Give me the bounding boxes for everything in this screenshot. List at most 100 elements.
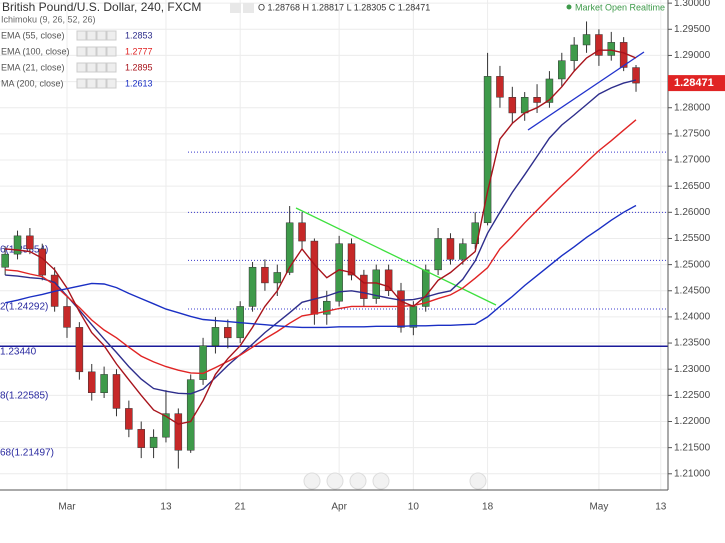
legend-icon: [106, 46, 117, 57]
legend-icon: [86, 30, 97, 41]
legend-value: 1.2895: [125, 62, 153, 72]
legend-label: MA (200, close): [1, 78, 64, 88]
y-tick-label: 1.25000: [674, 259, 711, 270]
y-tick-label: 1.27500: [674, 129, 711, 140]
candle-body: [224, 327, 232, 339]
candle-body: [607, 42, 616, 56]
y-tick-label: 1.24500: [674, 285, 711, 296]
candle-body: [508, 97, 517, 114]
y-tick-label: 1.26000: [674, 207, 711, 218]
x-tick-label: May: [589, 502, 608, 513]
legend-label: EMA (55, close): [1, 30, 65, 40]
legend-icon: [76, 46, 87, 57]
y-tick-label: 1.24000: [674, 312, 711, 323]
x-tick-label: Mar: [58, 502, 76, 513]
nav-button[interactable]: [303, 472, 321, 490]
marks: [1, 21, 640, 469]
candle-body: [285, 222, 294, 273]
candle-body: [570, 44, 578, 61]
candle-body: [87, 371, 96, 393]
nav-button[interactable]: [349, 472, 367, 490]
candle-body: [261, 266, 269, 284]
candle-body: [595, 34, 603, 56]
candle-body: [186, 379, 195, 451]
icon[interactable]: [230, 3, 241, 13]
legend-icon: [86, 78, 97, 89]
y-tick-label: 1.22000: [674, 416, 711, 427]
x-tick-label: 13: [160, 502, 172, 513]
legend-icon: [96, 46, 107, 57]
candle-body: [38, 248, 47, 276]
y-tick-label: 1.25500: [674, 233, 711, 244]
grid: [0, 0, 668, 490]
candle-body: [483, 76, 492, 224]
legend-icon: [96, 30, 107, 41]
legend-icon: [76, 78, 87, 89]
candle-body: [310, 240, 319, 315]
ma-line: [5, 49, 637, 425]
candle-body: [520, 97, 529, 114]
indicator-name: Ichimoku (9, 26, 52, 26): [1, 14, 96, 24]
candle-body: [149, 436, 158, 448]
status: Market Open Realtime: [575, 2, 665, 12]
nav-button[interactable]: [469, 472, 487, 490]
legend-icon: [96, 78, 107, 89]
ohlc: O 1.28768 H 1.28817 L 1.28305 C 1.28471: [258, 2, 430, 12]
legend-icon: [76, 30, 87, 41]
candle-body: [347, 243, 356, 276]
icon[interactable]: [243, 3, 254, 13]
candle-body: [397, 290, 405, 328]
candle-body: [446, 238, 455, 260]
candle-body: [545, 78, 554, 103]
candle-body: [582, 34, 591, 46]
candle-body: [26, 235, 34, 250]
candle-body: [199, 345, 207, 380]
legend-value: 1.2777: [125, 46, 153, 56]
legend-label: EMA (21, close): [1, 62, 65, 72]
candle-body: [298, 222, 306, 242]
price-badge: [668, 75, 725, 92]
x-tick-label: 10: [408, 502, 420, 513]
x-tick-label: 18: [482, 502, 494, 513]
legend-icon: [86, 62, 97, 73]
candle-body: [434, 238, 442, 271]
fib-label: 2(1.24292): [0, 302, 48, 313]
y-tick-label: 1.26500: [674, 181, 711, 192]
toolbar-icons[interactable]: [230, 3, 254, 13]
legend: EMA (55, close) 1.2853 EMA (100, close) 1.2…: [1, 30, 153, 89]
x-tick-label: Apr: [331, 502, 347, 513]
legend-icon: [106, 30, 117, 41]
nav-buttons[interactable]: [303, 472, 487, 490]
candle-body: [459, 243, 467, 260]
fib-label: 8(1.22585): [0, 391, 48, 402]
nav-button[interactable]: [326, 472, 344, 490]
legend-icon: [106, 62, 117, 73]
status-dot: [566, 4, 572, 10]
candle-body: [533, 97, 541, 103]
ma-line: [5, 119, 637, 375]
legend-label: EMA (100, close): [1, 46, 70, 56]
y-tick-label: 1.23500: [674, 338, 711, 349]
candle-body: [162, 413, 170, 438]
price-badge-label: 1.28471: [674, 77, 714, 89]
trend-line: [527, 51, 645, 131]
candle-body: [409, 306, 418, 328]
y-tick-label: 1.23000: [674, 364, 711, 375]
y-tick-label: 1.28000: [674, 102, 711, 113]
nav-button[interactable]: [372, 472, 390, 490]
x-tick-label: 13: [655, 502, 667, 513]
fib-label: 1.23440: [0, 347, 37, 358]
candle-body: [75, 327, 84, 373]
candle-body: [632, 67, 640, 84]
legend-icon: [96, 62, 107, 73]
candle-body: [112, 374, 121, 409]
legend-value: 1.2613: [125, 78, 153, 88]
chart-title: British Pound/U.S. Dollar, 240, FXCM: [2, 0, 201, 14]
candle-body: [174, 413, 183, 451]
candle-body: [360, 274, 368, 299]
candle-body: [421, 269, 430, 307]
candle-body: [558, 60, 566, 80]
y-tick-label: 1.29500: [674, 24, 711, 35]
candle-body: [1, 253, 9, 268]
